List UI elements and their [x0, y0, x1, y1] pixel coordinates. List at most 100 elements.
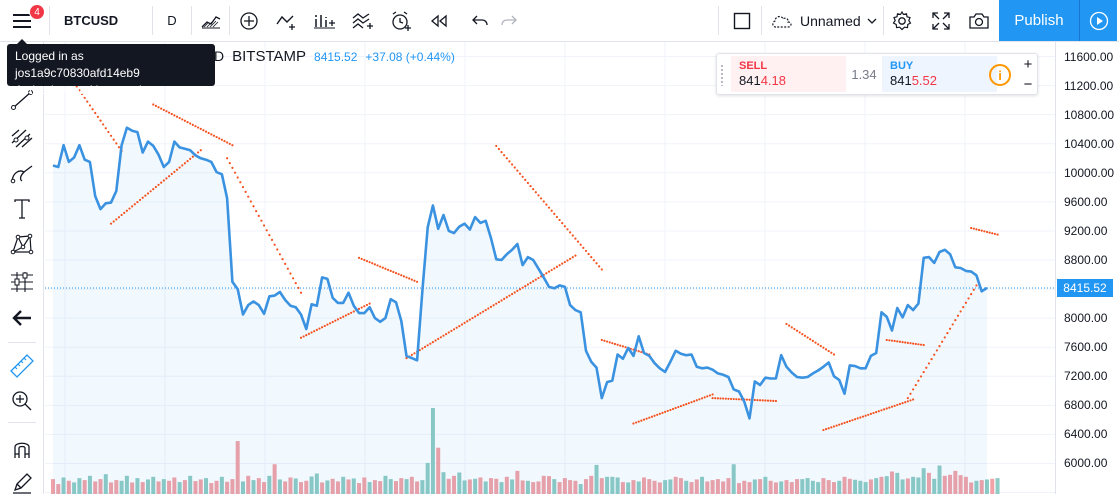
- interval-button[interactable]: D: [167, 13, 177, 28]
- sar-dot: [970, 293, 973, 296]
- price-axis-label: 6800.00: [1064, 398, 1108, 413]
- sar-dot: [869, 412, 873, 415]
- snapshot-icon: [969, 12, 989, 29]
- sar-dot: [442, 334, 445, 337]
- sar-dot: [96, 115, 99, 118]
- text-tool[interactable]: [4, 193, 40, 225]
- price-axis-label: 10400.00: [1064, 136, 1115, 151]
- volume-bar: [420, 480, 425, 494]
- volume-bar: [325, 480, 330, 494]
- volume-bar: [969, 482, 974, 494]
- fib-tool[interactable]: [4, 122, 40, 154]
- sar-dot: [824, 348, 828, 351]
- sar-dot: [632, 422, 635, 425]
- sar-dot: [827, 349, 830, 353]
- sar-dot: [500, 150, 503, 154]
- sar-dot: [307, 332, 311, 335]
- sell-button[interactable]: SELL 8414.18: [731, 56, 846, 92]
- sar-dot: [270, 238, 274, 241]
- publish-menu-button[interactable]: [1080, 11, 1117, 31]
- volume-bar: [758, 479, 763, 494]
- prediction-tool[interactable]: [4, 266, 40, 298]
- price-chart[interactable]: [45, 42, 1055, 494]
- sar-dot: [687, 402, 690, 405]
- sar-dot: [284, 262, 287, 265]
- sar-dot: [943, 336, 946, 339]
- layout-button[interactable]: [723, 0, 761, 41]
- sar-dot: [257, 214, 260, 217]
- volume-bar: [911, 476, 916, 494]
- trend-line-tool[interactable]: [4, 84, 40, 116]
- legend-last-price: 8415.52: [314, 50, 358, 64]
- quantity-plus-button[interactable]: +: [1023, 56, 1033, 73]
- pattern-icon: [10, 233, 34, 255]
- sar-dot: [513, 166, 516, 169]
- volume-bar: [821, 478, 826, 494]
- chart-style-button[interactable]: [192, 0, 230, 41]
- volume-bar: [145, 479, 150, 494]
- collapse-toolbar-button[interactable]: [4, 302, 40, 334]
- measure-tool[interactable]: [4, 350, 40, 382]
- sar-dot: [347, 313, 350, 316]
- volume-bar: [51, 479, 55, 494]
- sar-dot: [922, 370, 925, 374]
- pattern-tool[interactable]: [4, 228, 40, 260]
- price-axis[interactable]: 6000.00 6400.00 6800.00 7200.00 7600.00 8000.…: [1055, 42, 1119, 494]
- sar-dot: [569, 231, 572, 234]
- fullscreen-button[interactable]: [922, 0, 960, 41]
- price-axis-label: 10000.00: [1064, 165, 1115, 180]
- sar-dot: [909, 342, 912, 345]
- snapshot-button[interactable]: [960, 0, 998, 41]
- sar-dot: [708, 394, 712, 397]
- publish-button[interactable]: Publish: [999, 0, 1117, 41]
- sar-dot: [487, 307, 490, 310]
- drawing-mode-tool[interactable]: [4, 467, 40, 494]
- volume-bar: [251, 480, 256, 494]
- main-menu-button[interactable]: 4: [0, 0, 45, 41]
- add-indicator-button[interactable]: [230, 0, 268, 41]
- volume-bar: [119, 480, 124, 494]
- brush-tool[interactable]: [4, 158, 40, 190]
- price-axis-label: 9600.00: [1064, 194, 1108, 209]
- info-button[interactable]: i: [989, 64, 1011, 86]
- sar-dot: [753, 398, 756, 402]
- sar-dot: [798, 331, 801, 334]
- sar-dot: [109, 222, 113, 225]
- volume-bar: [615, 477, 620, 494]
- create-alert-button[interactable]: [382, 0, 420, 41]
- sar-dot: [236, 176, 239, 179]
- sar-dot: [165, 177, 168, 180]
- sar-dot: [927, 362, 931, 365]
- symbol-search-button[interactable]: BTCUSD: [64, 13, 119, 28]
- quantity-minus-button[interactable]: −: [1023, 76, 1033, 93]
- sar-dot: [611, 342, 614, 345]
- templates-button[interactable]: [344, 0, 382, 41]
- volume-bar: [868, 479, 873, 494]
- sar-dot: [154, 104, 157, 107]
- drag-handle[interactable]: [720, 64, 725, 86]
- layout-name-button[interactable]: Unnamed: [762, 0, 880, 41]
- volume-bar: [594, 464, 599, 494]
- drawing-toolbar: [0, 42, 44, 494]
- zoom-tool[interactable]: [4, 385, 40, 417]
- sar-dot: [197, 126, 200, 129]
- volume-bar: [135, 478, 140, 494]
- settings-button[interactable]: [883, 0, 921, 41]
- magnet-tool[interactable]: [4, 433, 40, 465]
- volume-bar: [399, 478, 404, 494]
- undo-button[interactable]: [461, 0, 499, 41]
- sar-dot: [183, 162, 187, 165]
- replay-button[interactable]: [420, 0, 458, 41]
- sar-dot: [228, 161, 231, 165]
- volume-bar: [225, 481, 230, 494]
- chart-pane[interactable]: [45, 42, 1055, 494]
- indicators-button[interactable]: [306, 0, 344, 41]
- sar-dot: [788, 324, 791, 327]
- redo-button[interactable]: [490, 0, 528, 41]
- volume-bar: [404, 479, 409, 494]
- volume-bar: [277, 479, 282, 494]
- buy-button[interactable]: BUY 8415.52: [882, 56, 997, 92]
- volume-bar: [689, 482, 694, 494]
- volume-bar: [605, 476, 610, 494]
- compare-button[interactable]: [268, 0, 306, 41]
